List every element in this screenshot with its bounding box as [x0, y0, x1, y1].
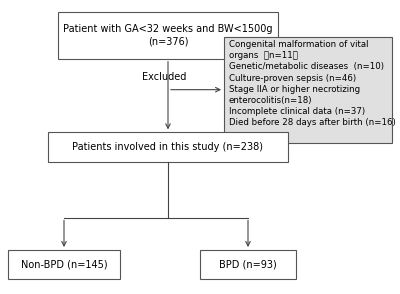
Bar	[58, 12, 278, 59]
Bar	[48, 132, 288, 162]
Bar	[200, 250, 296, 279]
Bar	[224, 37, 392, 143]
Text: Patient with GA<32 weeks and BW<1500g
(n=376): Patient with GA<32 weeks and BW<1500g (n…	[63, 24, 273, 46]
Text: Patients involved in this study (n=238): Patients involved in this study (n=238)	[72, 142, 264, 152]
Text: Excluded: Excluded	[142, 72, 186, 82]
Text: BPD (n=93): BPD (n=93)	[219, 260, 277, 270]
Text: Congenital malformation of vital
organs  （n=11）
Genetic/metabolic diseases  (n=1: Congenital malformation of vital organs …	[229, 40, 396, 127]
Bar	[8, 250, 120, 279]
Text: Non-BPD (n=145): Non-BPD (n=145)	[21, 260, 107, 270]
